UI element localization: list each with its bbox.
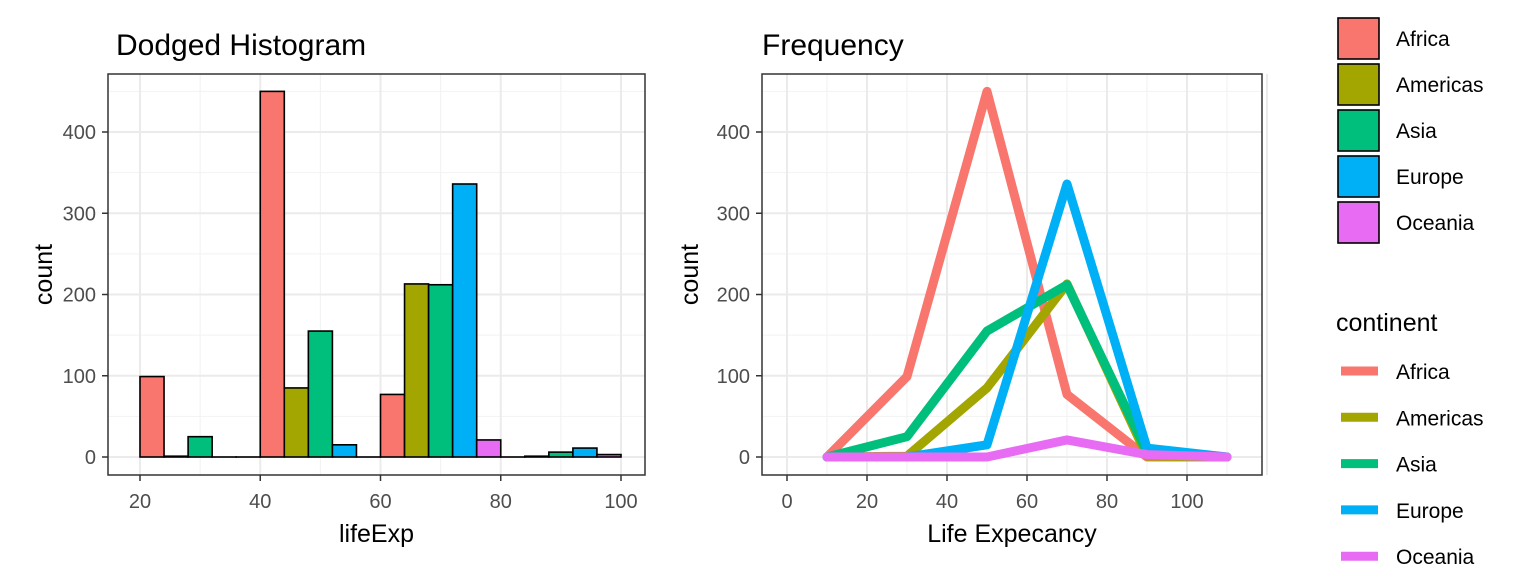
x-tick-label: 80 <box>490 491 512 513</box>
bar <box>597 455 621 457</box>
legend-key <box>1338 64 1379 105</box>
bar <box>308 331 332 457</box>
legend-label: Europe <box>1396 500 1464 523</box>
legend-label: Asia <box>1396 120 1437 143</box>
legend-label: Asia <box>1396 454 1437 477</box>
bar <box>260 91 284 457</box>
legend-title: continent <box>1336 309 1438 337</box>
y-tick-label: 100 <box>717 366 750 388</box>
y-tick-label: 400 <box>63 122 96 144</box>
x-tick-label: 20 <box>856 491 878 513</box>
bar <box>140 377 164 457</box>
x-axis-label: lifeExp <box>339 520 414 548</box>
bar <box>429 285 453 457</box>
x-tick-label: 100 <box>1170 491 1203 513</box>
bar <box>477 440 501 457</box>
x-axis-label: Life Expecancy <box>927 520 1097 548</box>
bar <box>549 452 573 457</box>
chart-title: Dodged Histogram <box>116 29 366 62</box>
bar <box>188 437 212 457</box>
y-tick-label: 0 <box>85 447 96 469</box>
x-tick-label: 20 <box>129 491 151 513</box>
legend-key <box>1338 110 1379 151</box>
x-tick-label: 0 <box>781 491 792 513</box>
legend-key <box>1338 18 1379 59</box>
bar <box>164 456 188 457</box>
bar <box>525 456 549 457</box>
chart-title: Frequency <box>762 29 904 62</box>
x-tick-label: 60 <box>1016 491 1038 513</box>
legend-label: Oceania <box>1396 212 1475 235</box>
color-legend: continent Africa Americas Asia Europe Oceania <box>1336 309 1484 569</box>
x-tick-label: 60 <box>369 491 391 513</box>
fill-legend: Africa Americas Asia Europe Oceania <box>1338 18 1484 243</box>
legend-label: Africa <box>1396 361 1450 384</box>
x-tick-label: 40 <box>936 491 958 513</box>
panel-border <box>108 74 645 475</box>
x-tick-label: 80 <box>1096 491 1118 513</box>
y-tick-label: 100 <box>63 366 96 388</box>
bar <box>453 184 477 457</box>
y-tick-label: 300 <box>717 203 750 225</box>
legend-label: Africa <box>1396 28 1450 51</box>
y-tick-label: 0 <box>739 447 750 469</box>
histogram-panel: 20 40 60 80 100 0 100 200 300 400 Dodged Histogram… <box>30 29 645 548</box>
y-tick-label: 200 <box>717 285 750 307</box>
bar <box>573 448 597 457</box>
legend-key <box>1338 156 1379 197</box>
y-axis-label: count <box>30 244 58 305</box>
legend-label: Oceania <box>1396 546 1475 569</box>
y-axis-label: count <box>676 244 704 305</box>
bar <box>405 284 429 457</box>
legend-label: Americas <box>1396 407 1484 430</box>
y-tick-label: 400 <box>717 122 750 144</box>
y-tick-label: 200 <box>63 285 96 307</box>
bar <box>332 445 356 457</box>
bar <box>284 388 308 457</box>
frequency-panel: 0 20 40 60 80 100 0 100 200 300 400 Frequency Life E… <box>676 29 1267 548</box>
legend-label: Europe <box>1396 166 1464 189</box>
legend-label: Americas <box>1396 74 1484 97</box>
x-tick-label: 40 <box>249 491 271 513</box>
legend-key <box>1338 202 1379 243</box>
y-tick-label: 300 <box>63 203 96 225</box>
x-tick-label: 100 <box>604 491 637 513</box>
bar <box>381 394 405 457</box>
